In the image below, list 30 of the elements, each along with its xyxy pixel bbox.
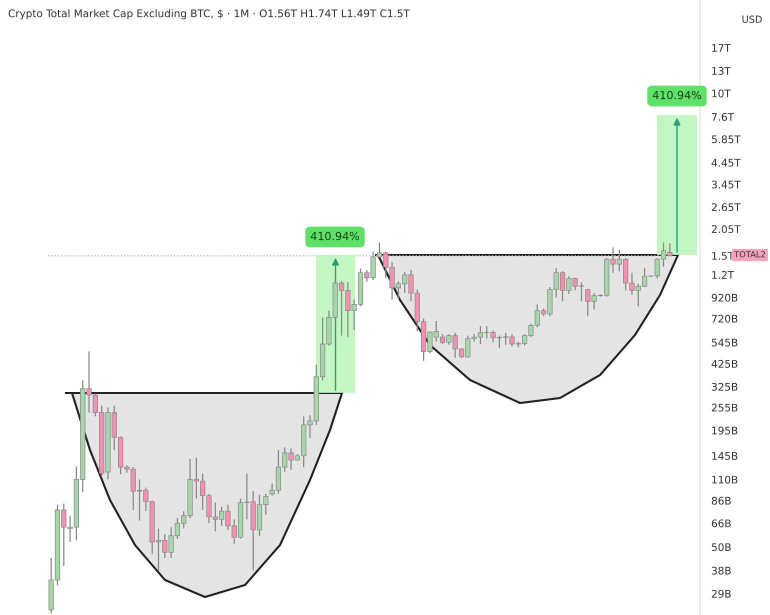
y-tick-label: 720B <box>712 314 738 323</box>
y-tick-label: 10T <box>712 89 731 98</box>
annotation: 410.94% <box>310 232 360 240</box>
y-tick-label: 110B <box>712 476 738 484</box>
y-tick-label: 13T <box>712 66 731 75</box>
y-tick-label: 29B <box>712 590 731 598</box>
y-tick-label: 195B <box>712 426 738 435</box>
y-tick-label: 50B <box>712 543 731 552</box>
y-axis-title: USD <box>742 16 762 23</box>
y-tick-label: 17T <box>712 44 731 52</box>
y-tick-label: 325B <box>712 382 738 391</box>
text: TOTAL2 <box>734 251 766 258</box>
y-tick-label: 1.2T <box>712 271 734 279</box>
y-tick-label: 545B <box>712 338 738 347</box>
y-tick-label: 4.45T <box>712 158 741 167</box>
y-tick-label: 920B <box>712 294 738 302</box>
annotation: 410.94% <box>652 90 702 100</box>
y-tick-label: 255B <box>712 404 738 412</box>
y-tick-label: 38B <box>712 566 731 575</box>
y-tick-label: 425B <box>712 360 738 368</box>
y-tick-label: 7.6T <box>712 112 734 121</box>
y-tick-label: 5.85T <box>712 135 741 144</box>
y-tick-label: 2.05T <box>712 225 741 234</box>
y-tick-label: 145B <box>712 452 738 460</box>
y-tick-label: 1.5T <box>712 252 734 260</box>
y-tick-label: 86B <box>712 496 731 505</box>
text: Crypto Total Market Cap Excluding BTC, $ · 1M · O1.56T H1.74T L1.49T C1.5T <box>8 9 410 20</box>
y-tick-label: 2.65T <box>712 203 741 212</box>
y-tick-label: 3.45T <box>712 180 741 188</box>
y-tick-label: 66B <box>712 519 731 528</box>
